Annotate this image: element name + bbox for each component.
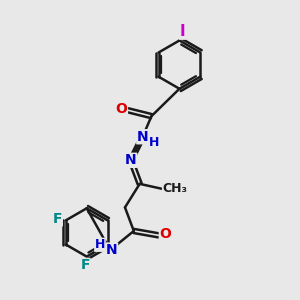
Text: O: O (159, 227, 171, 241)
Text: N: N (137, 130, 148, 144)
Text: F: F (53, 212, 62, 226)
Text: N: N (125, 153, 137, 167)
Text: F: F (80, 258, 90, 272)
Text: CH₃: CH₃ (163, 182, 188, 195)
Text: I: I (180, 24, 185, 39)
Text: N: N (106, 243, 118, 257)
Text: H: H (148, 136, 159, 148)
Text: O: O (116, 102, 128, 116)
Text: H: H (95, 238, 105, 251)
